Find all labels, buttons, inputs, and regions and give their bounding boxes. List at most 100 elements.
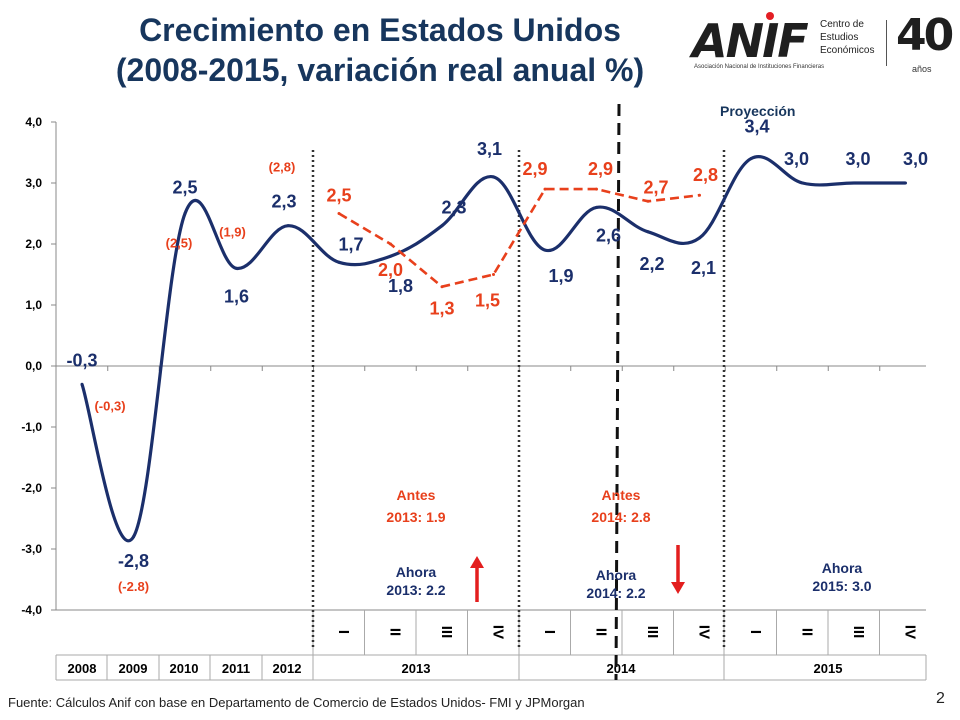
previous-data-point bbox=[646, 199, 650, 203]
actual-data-label: 1,8 bbox=[388, 276, 413, 296]
y-tick-label: -1,0 bbox=[21, 420, 42, 434]
quarter-label: III bbox=[644, 626, 661, 639]
actual-data-point bbox=[132, 535, 135, 539]
logo-center-name: Centro de Estudios Económicos bbox=[820, 19, 875, 56]
actual-data-point bbox=[286, 224, 290, 228]
actual-data-point bbox=[646, 230, 650, 234]
actual-data-label: 2,6 bbox=[596, 225, 621, 245]
actual-data-label: -2,8 bbox=[118, 551, 149, 571]
year-label: 2014 bbox=[607, 661, 637, 676]
actual-data-label: 1,6 bbox=[224, 286, 249, 306]
previous-data-label: 2,7 bbox=[643, 177, 668, 197]
previous-data-label: 2,5 bbox=[326, 186, 351, 206]
y-tick-label: 1,0 bbox=[25, 298, 42, 312]
actual-data-label: 2,3 bbox=[441, 198, 466, 218]
previous-data-label: 1,3 bbox=[429, 299, 454, 319]
title-line-1: Crecimiento en Estados Unidos bbox=[139, 12, 621, 48]
actual-data-label: 1,9 bbox=[548, 266, 573, 286]
quarter-label: II bbox=[387, 628, 404, 636]
previous-data-point bbox=[698, 193, 701, 197]
anif-logo: ANIF Asociación Nacional de Institucione… bbox=[688, 8, 956, 78]
actual-data-label: 3,0 bbox=[845, 149, 870, 169]
actual-data-label: 2,1 bbox=[691, 258, 716, 278]
chart-title: Crecimiento en Estados Unidos (2008-2015… bbox=[60, 10, 700, 90]
annotation-text: 2014: 2.8 bbox=[591, 509, 650, 525]
logo-subtitle: Asociación Nacional de Instituciones Fin… bbox=[694, 64, 825, 70]
logo-separator bbox=[886, 20, 887, 66]
y-tick-label: -3,0 bbox=[21, 542, 42, 556]
actual-data-label: 3,0 bbox=[903, 149, 928, 169]
quarter-label: II bbox=[799, 628, 816, 636]
previous-annual-label: (1,9) bbox=[219, 224, 246, 239]
actual-data-label: 3,4 bbox=[744, 117, 769, 137]
actual-data-label: -0,3 bbox=[66, 350, 97, 370]
actual-data-point bbox=[337, 260, 341, 264]
y-tick-label: 2,0 bbox=[25, 237, 42, 251]
previous-estimate-line bbox=[338, 187, 700, 289]
year-label: 2008 bbox=[68, 661, 97, 676]
annotation-text: 2013: 1.9 bbox=[386, 509, 445, 525]
quarter-label: III bbox=[438, 626, 455, 639]
actual-data-label: 2,2 bbox=[639, 254, 664, 274]
quarter-label: IV bbox=[902, 625, 919, 639]
previous-annual-label: (-2.8) bbox=[118, 579, 149, 594]
annotation-text: 2014: 2.2 bbox=[586, 585, 645, 601]
logo-dot bbox=[766, 12, 774, 20]
year-label: 2015 bbox=[814, 661, 843, 676]
actual-data-point bbox=[440, 224, 444, 228]
annotation-text: Ahora bbox=[822, 560, 863, 576]
previous-annual-label: (2,8) bbox=[269, 160, 296, 175]
actual-data-point bbox=[389, 254, 392, 258]
logo-anniversary: 40 bbox=[896, 10, 954, 61]
annotation-text: Ahora bbox=[596, 567, 637, 583]
actual-growth-line bbox=[80, 155, 906, 543]
actual-data-point bbox=[698, 236, 701, 240]
previous-data-point bbox=[389, 242, 392, 246]
logo-anniversary-sub: años bbox=[912, 64, 932, 74]
previous-data-label: 2,9 bbox=[588, 159, 613, 179]
quarter-label: II bbox=[593, 628, 610, 636]
annotation-text: 2013: 2.2 bbox=[386, 582, 445, 598]
quarter-label: I bbox=[541, 630, 558, 634]
y-tick-label: 4,0 bbox=[25, 115, 42, 129]
actual-data-point bbox=[852, 181, 856, 185]
year-label: 2012 bbox=[273, 661, 302, 676]
actual-data-point bbox=[801, 181, 804, 185]
annotation-text: 2015: 3.0 bbox=[812, 578, 871, 594]
previous-data-point bbox=[337, 212, 341, 215]
projection-label: Proyección bbox=[720, 103, 795, 119]
quarter-label: IV bbox=[696, 625, 713, 639]
projection-divider bbox=[614, 103, 621, 681]
year-label: 2013 bbox=[402, 661, 431, 676]
actual-data-label: 2,5 bbox=[172, 178, 197, 198]
actual-data-point bbox=[595, 205, 598, 209]
page-number: 2 bbox=[936, 690, 945, 707]
actual-data-label: 3,0 bbox=[784, 149, 809, 169]
actual-data-point bbox=[492, 175, 495, 179]
actual-data-point bbox=[543, 248, 547, 252]
actual-data-point bbox=[183, 212, 187, 215]
actual-data-point bbox=[235, 266, 238, 270]
previous-annual-label: (-0,3) bbox=[94, 398, 125, 413]
annotation-text: Antes bbox=[397, 487, 436, 503]
source-note: Fuente: Cálculos Anif con base en Depart… bbox=[8, 695, 585, 710]
quarter-label: I bbox=[747, 630, 764, 634]
previous-data-point bbox=[543, 187, 547, 191]
actual-data-point bbox=[749, 157, 753, 161]
year-label: 2010 bbox=[170, 661, 199, 676]
logo-brand: ANIF bbox=[692, 14, 809, 68]
previous-data-label: 2,0 bbox=[378, 260, 403, 280]
down-arrow-icon bbox=[671, 582, 685, 594]
up-arrow-icon bbox=[470, 556, 484, 568]
actual-data-point bbox=[80, 382, 84, 386]
year-label: 2011 bbox=[222, 661, 250, 676]
y-tick-label: 3,0 bbox=[25, 176, 42, 190]
previous-data-point bbox=[492, 273, 495, 276]
actual-data-label: 2,3 bbox=[271, 192, 296, 212]
quarter-label: III bbox=[850, 626, 867, 639]
actual-data-label: 1,7 bbox=[338, 234, 363, 254]
y-tick-label: 0,0 bbox=[25, 359, 42, 373]
previous-data-point bbox=[595, 187, 598, 191]
actual-data-point bbox=[904, 181, 907, 185]
